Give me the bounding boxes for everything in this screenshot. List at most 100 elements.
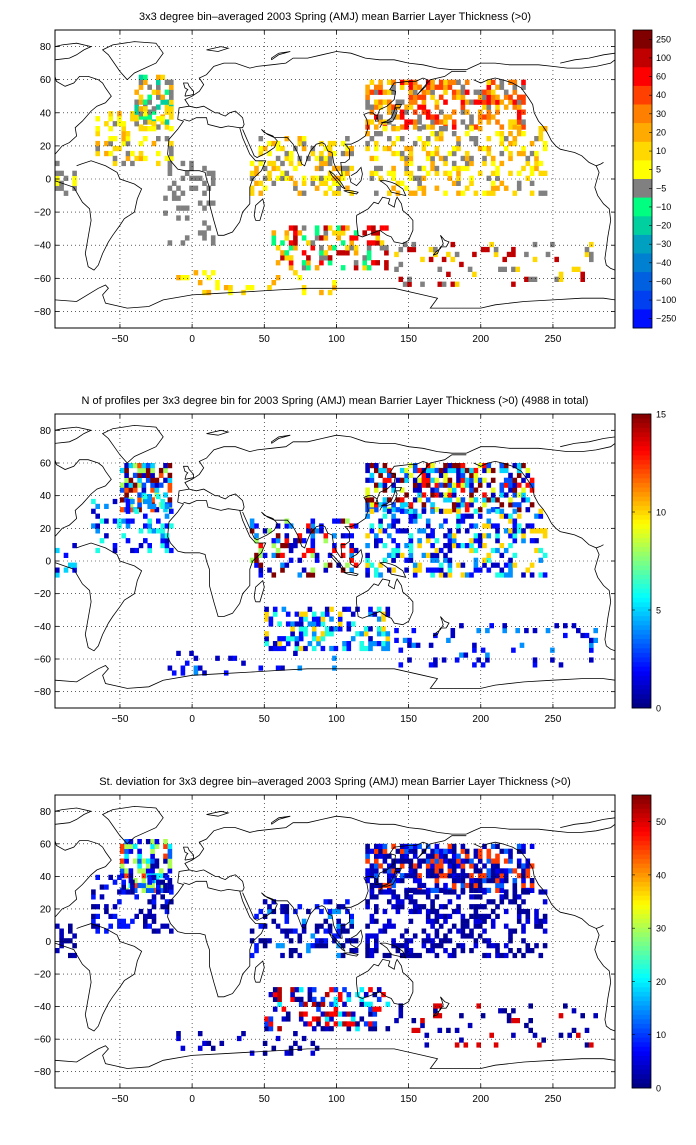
- data-bin: [169, 106, 174, 112]
- data-bin: [163, 853, 168, 859]
- data-bin: [264, 641, 269, 647]
- data-bin: [130, 547, 135, 554]
- data-bin: [521, 868, 526, 874]
- data-bin: [506, 1018, 512, 1024]
- data-bin: [473, 848, 479, 854]
- data-bin: [280, 250, 285, 256]
- data-bin: [345, 518, 350, 524]
- data-bin: [197, 280, 203, 286]
- colorbar-step: [632, 487, 651, 493]
- data-bin: [490, 467, 496, 474]
- data-bin: [521, 873, 526, 879]
- data-bin: [542, 533, 548, 539]
- data-bin: [473, 562, 479, 568]
- data-bin: [499, 487, 505, 493]
- data-bin: [404, 557, 409, 563]
- data-bin: [193, 655, 199, 661]
- data-bin: [169, 523, 174, 529]
- data-bin: [550, 241, 555, 248]
- data-bin: [391, 472, 396, 478]
- data-bin: [450, 281, 456, 287]
- data-bin: [281, 636, 287, 642]
- data-bin: [374, 908, 379, 915]
- data-bin: [202, 270, 207, 276]
- data-bin: [301, 928, 307, 934]
- data-bin: [362, 230, 367, 236]
- coastline: [379, 180, 407, 197]
- data-bin: [460, 889, 466, 895]
- data-bin: [395, 552, 401, 558]
- data-bin: [417, 863, 422, 869]
- colorbar-step: [632, 533, 651, 539]
- data-bin: [268, 1016, 274, 1022]
- data-bin: [384, 225, 389, 231]
- data-bin: [428, 246, 434, 253]
- data-bin: [138, 155, 144, 162]
- data-bin: [145, 887, 151, 893]
- data-bin: [307, 996, 313, 1002]
- data-bin: [160, 879, 165, 885]
- data-bin: [332, 245, 337, 251]
- data-bin: [408, 552, 414, 558]
- data-bin: [538, 160, 544, 167]
- colorbar-step: [632, 459, 651, 465]
- data-bin: [293, 650, 298, 656]
- data-bin: [503, 94, 509, 100]
- data-bin: [516, 904, 522, 910]
- data-bin: [271, 538, 277, 544]
- chart-title: 3x3 degree bin–averaged 2003 Spring (AMJ…: [139, 11, 531, 23]
- colorbar-step: [632, 414, 651, 419]
- coastline: [101, 41, 164, 80]
- data-bin: [434, 933, 440, 939]
- data-bin: [511, 251, 516, 258]
- data-bin: [336, 918, 341, 924]
- data-bin: [391, 904, 396, 910]
- data-bin: [124, 472, 129, 478]
- data-bin: [490, 170, 496, 176]
- data-bin: [404, 894, 409, 900]
- data-bin: [124, 467, 129, 474]
- data-bin: [482, 99, 487, 105]
- data-bin: [336, 952, 341, 959]
- data-bin: [72, 543, 77, 549]
- data-bin: [407, 246, 412, 253]
- data-bin: [342, 1011, 347, 1017]
- data-bin: [464, 477, 470, 483]
- data-bin: [447, 858, 453, 864]
- coastline: [379, 562, 407, 578]
- data-bin: [372, 1006, 378, 1012]
- data-bin: [164, 523, 170, 529]
- data-bin: [447, 477, 453, 483]
- coastline: [242, 454, 467, 559]
- data-bin: [333, 1001, 339, 1007]
- data-bin: [464, 572, 470, 578]
- data-bin: [477, 904, 483, 910]
- data-bin: [443, 89, 448, 95]
- data-bin: [433, 1003, 438, 1009]
- data-bin: [340, 904, 346, 910]
- data-bin: [512, 894, 518, 900]
- data-bin: [301, 918, 307, 924]
- data-bin: [382, 507, 388, 513]
- data-bin: [516, 523, 522, 529]
- data-bin: [421, 904, 427, 910]
- data-bin: [262, 175, 268, 181]
- data-bin: [365, 904, 370, 910]
- data-bin: [447, 572, 453, 578]
- data-bin: [395, 547, 401, 554]
- data-bin: [495, 882, 500, 889]
- data-bin: [285, 611, 291, 617]
- data-bin: [412, 933, 418, 939]
- data-bin: [503, 136, 509, 142]
- data-bin: [528, 1018, 533, 1024]
- data-bin: [128, 477, 134, 483]
- data-bin: [59, 185, 64, 191]
- data-bin: [310, 1040, 316, 1046]
- data-bin: [411, 1018, 417, 1024]
- data-bin: [59, 170, 64, 176]
- data-bin: [430, 899, 435, 905]
- data-bin: [108, 116, 113, 122]
- data-bin: [490, 899, 496, 905]
- data-bin: [421, 165, 427, 172]
